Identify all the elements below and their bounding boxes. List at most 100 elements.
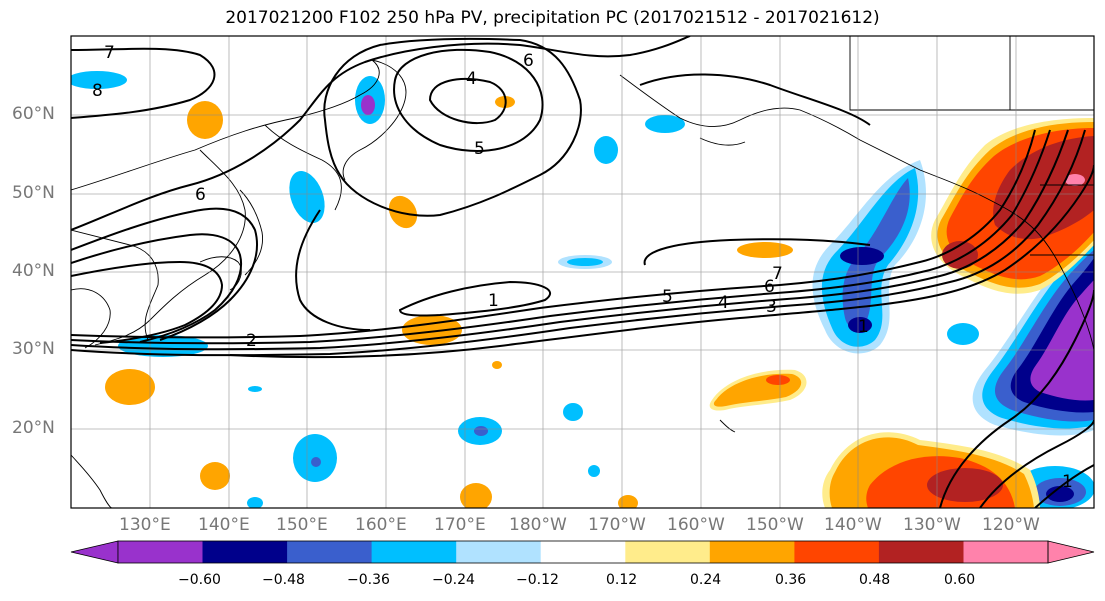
precip-blob [187, 101, 223, 139]
colorbar-segment [456, 541, 542, 563]
precip-blob [460, 483, 492, 508]
lon-label: 140°E [198, 515, 250, 535]
contour-label: 2 [246, 331, 257, 351]
contour-label: 7 [104, 43, 115, 63]
precip-blob [840, 247, 884, 265]
lon-label: 160°W [667, 515, 725, 535]
contour-label: 8 [92, 81, 103, 101]
pv-contour [643, 238, 871, 266]
contour-label: 6 [764, 277, 775, 297]
pv-contour [71, 129, 1069, 351]
pv-contour [398, 280, 552, 317]
contour-labels: 7 6 4 5 6 2 1 5 4 3 7 6 1 1 8 [92, 43, 1073, 492]
colorbar-tick-label: −0.12 [516, 572, 559, 588]
precip-blob [618, 495, 638, 508]
coastlines [71, 36, 1094, 508]
pv-contour [71, 47, 216, 119]
pv-contour [295, 209, 371, 331]
precip-blob [594, 136, 618, 164]
pv-contour [71, 233, 243, 343]
contour-label: 4 [466, 69, 477, 89]
colorbar-frame [117, 540, 1049, 564]
precip-blob [1046, 486, 1074, 502]
precip-blob [388, 195, 418, 229]
pv-contour [939, 289, 1094, 508]
lon-label: 140°W [824, 515, 882, 535]
precip-blob [766, 375, 790, 385]
pv-contour [71, 129, 1036, 339]
colorbar-segment [540, 541, 626, 563]
colorbar-tick-label: 0.36 [775, 572, 807, 588]
pv-contour [428, 78, 507, 125]
colorbar-segment [371, 541, 457, 563]
contour-label: 1 [488, 291, 499, 311]
colorbar-tick-label: 0.48 [859, 572, 891, 588]
lat-label: 30°N [12, 339, 55, 359]
precip-blob [737, 242, 793, 258]
contour-label: 5 [662, 287, 673, 307]
contour-label: 7 [772, 264, 783, 284]
pv-contours [71, 36, 1094, 508]
colorbar-segment [287, 541, 373, 563]
colorbar-tick-label: 0.24 [690, 572, 722, 588]
lon-label: 150°E [276, 515, 328, 535]
precip-blob [492, 361, 502, 369]
lon-label: 180°W [509, 515, 567, 535]
colorbar-tick-label: −0.36 [347, 572, 390, 588]
pv-contour [71, 129, 1051, 345]
precip-blob [567, 258, 603, 266]
lat-label: 20°N [12, 418, 55, 438]
colorbar-segment [202, 541, 288, 563]
precip-band [1030, 280, 1094, 401]
lat-label: 50°N [12, 183, 55, 203]
contour-label: 6 [523, 51, 534, 71]
contour-label: 3 [766, 297, 777, 317]
lat-label: 40°N [12, 261, 55, 281]
pv-contour [71, 129, 1086, 357]
colorbar-tick-label: −0.24 [432, 572, 475, 588]
colorbar-tick-label: 0.60 [944, 572, 976, 588]
lat-label: 60°N [12, 104, 55, 124]
contour-label: 6 [195, 185, 206, 205]
precip-blob [927, 468, 1003, 502]
map-title: 2017021200 F102 250 hPa PV, precipitatio… [225, 8, 880, 28]
pv-contour [1034, 464, 1094, 508]
contour-label: 1 [1062, 472, 1073, 492]
pv-contour [71, 36, 691, 231]
contour-label: 5 [474, 139, 485, 159]
lon-label: 170°W [588, 515, 646, 535]
precip-blob [105, 369, 155, 405]
precip-blob [588, 465, 600, 477]
pv-contour [979, 419, 1094, 508]
pv-contour [71, 260, 224, 344]
pv-contour [71, 207, 259, 341]
colorbar-extend-left [70, 540, 119, 564]
precip-blob [311, 457, 321, 467]
colorbar-tick-label: 0.12 [606, 572, 638, 588]
precip-blob [361, 95, 375, 115]
colorbar-segment [625, 541, 711, 563]
pv-contour [639, 73, 871, 126]
gridlines [71, 36, 1094, 508]
lon-label: 130°W [903, 515, 961, 535]
colorbar-tick-label: −0.60 [178, 572, 221, 588]
lon-label: 120°W [982, 515, 1040, 535]
lon-label: 170°E [434, 515, 486, 535]
lon-label: 160°E [355, 515, 407, 535]
lon-label: 150°W [746, 515, 804, 535]
precip-blob [947, 323, 979, 345]
lon-label: 130°E [119, 515, 171, 535]
contour-label: 4 [718, 293, 729, 313]
pv-contour [393, 48, 544, 152]
colorbar-segment [878, 541, 964, 563]
precip-blob [248, 386, 262, 392]
colorbar-segment [709, 541, 795, 563]
precip-blob [247, 497, 263, 508]
precip-blob [71, 71, 127, 89]
pv-contour [229, 164, 1094, 359]
precip-blob [1065, 174, 1085, 186]
map-frame [70, 35, 1095, 509]
precip-blob [848, 317, 872, 333]
pv-contour [323, 37, 582, 217]
